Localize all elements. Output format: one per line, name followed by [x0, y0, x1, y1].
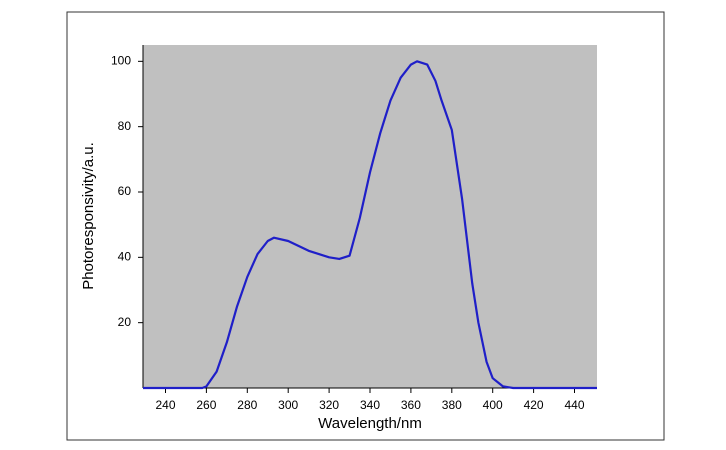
plot-area — [143, 45, 597, 388]
x-tick-label: 420 — [524, 398, 544, 412]
x-axis-title: Wavelength/nm — [318, 415, 422, 432]
y-tick-label: 20 — [118, 315, 132, 329]
x-tick-label: 400 — [483, 398, 503, 412]
x-tick-label: 440 — [564, 398, 584, 412]
frame — [66, 11, 665, 441]
x-tick-label: 360 — [401, 398, 421, 412]
x-tick-label: 240 — [155, 398, 175, 412]
x-tick-label: 260 — [196, 398, 216, 412]
x-tick-label: 280 — [237, 398, 257, 412]
y-tick-label: 80 — [118, 119, 132, 133]
x-tick-label: 300 — [278, 398, 298, 412]
x-tick-label: 340 — [360, 398, 380, 412]
x-tick-label: 320 — [319, 398, 339, 412]
y-tick-label: 100 — [111, 54, 131, 68]
y-axis-title: Photoresponsivity/a.u. — [80, 142, 97, 290]
y-tick-label: 60 — [118, 184, 132, 198]
x-tick-label: 380 — [442, 398, 462, 412]
y-tick-label: 40 — [118, 250, 132, 264]
data-line — [143, 60, 597, 390]
